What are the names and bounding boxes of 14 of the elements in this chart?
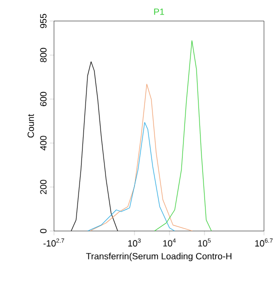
y-tick-label: 600: [40, 92, 47, 106]
x-tick-label: 10$^{3}$: [128, 238, 141, 247]
y-tick-label: 400: [40, 136, 47, 150]
y-tick-label: 0: [40, 228, 47, 234]
x-tick-label: -10$^{2.7}$: [43, 238, 64, 247]
x-tick-label: 10$^{4}$: [163, 238, 176, 247]
x-axis-title: Transferrin(Serum Loading Contro-H: [86, 252, 232, 262]
chart-title: P1: [154, 8, 164, 15]
y-tick-label: 200: [40, 180, 47, 194]
y-tick-label: 800: [40, 48, 47, 62]
y-tick-label: 955: [40, 14, 47, 28]
x-tick-label: 10$^{5}$: [198, 238, 211, 247]
x-tick-label: 10$^{6.7}$: [255, 238, 273, 247]
y-axis-title: Count: [28, 114, 34, 138]
